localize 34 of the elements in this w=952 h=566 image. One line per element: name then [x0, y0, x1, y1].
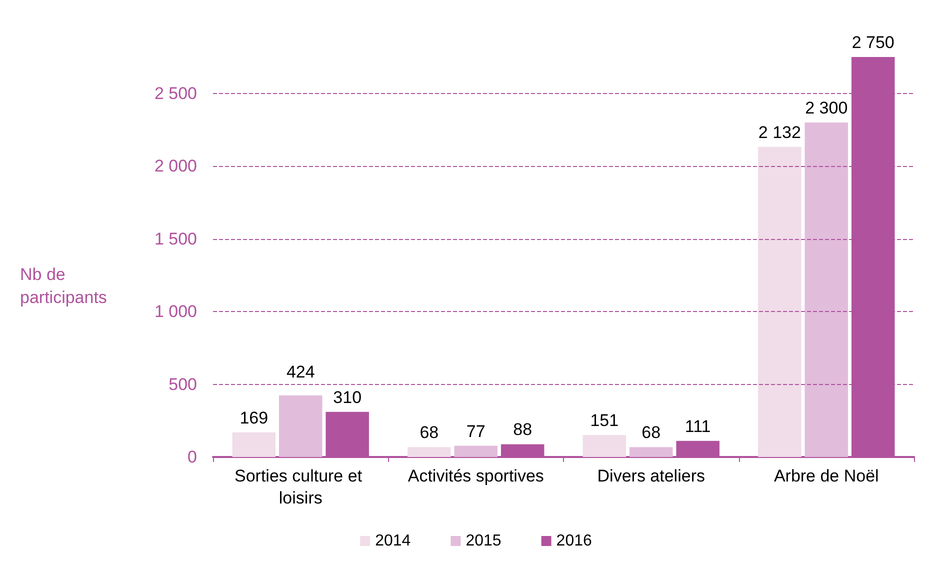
bar [454, 446, 498, 457]
x-tick-label: Divers ateliers [597, 466, 705, 486]
data-label: 2 750 [852, 33, 894, 52]
data-label: 111 [684, 416, 711, 436]
data-label: 88 [513, 420, 532, 440]
y-tick-label: 1 500 [154, 229, 197, 248]
data-label: 2 300 [805, 98, 848, 118]
legend-label: 2015 [466, 532, 502, 550]
data-label: 68 [420, 423, 439, 442]
y-tick-label: 0 [188, 448, 197, 466]
y-tick-label: 500 [168, 374, 197, 394]
bar [582, 435, 626, 457]
legend-label: 2016 [556, 532, 592, 550]
bar [758, 146, 802, 457]
data-label: 68 [642, 423, 661, 442]
data-label: 169 [240, 408, 268, 428]
data-label: 310 [333, 388, 362, 407]
x-tick-label: Sorties culture et loisirs [234, 466, 367, 508]
bar [804, 122, 848, 457]
data-label: 151 [590, 411, 619, 430]
data-label: 2 132 [758, 122, 801, 142]
legend-label: 2014 [375, 532, 411, 550]
x-tick-label: Arbre de Noël [774, 466, 879, 486]
data-label: 77 [466, 422, 486, 441]
bar [278, 395, 322, 457]
data-label: 424 [286, 362, 315, 382]
x-tick-label: Activités sportives [408, 466, 544, 486]
bar [232, 432, 276, 457]
y-tick-label: 2 000 [154, 156, 197, 176]
y-tick-label: 1 000 [154, 302, 197, 322]
bar [629, 447, 673, 457]
y-tick-label: 2 500 [154, 84, 197, 103]
bar [408, 447, 451, 457]
y-axis-title: Nb de participants [20, 265, 107, 307]
